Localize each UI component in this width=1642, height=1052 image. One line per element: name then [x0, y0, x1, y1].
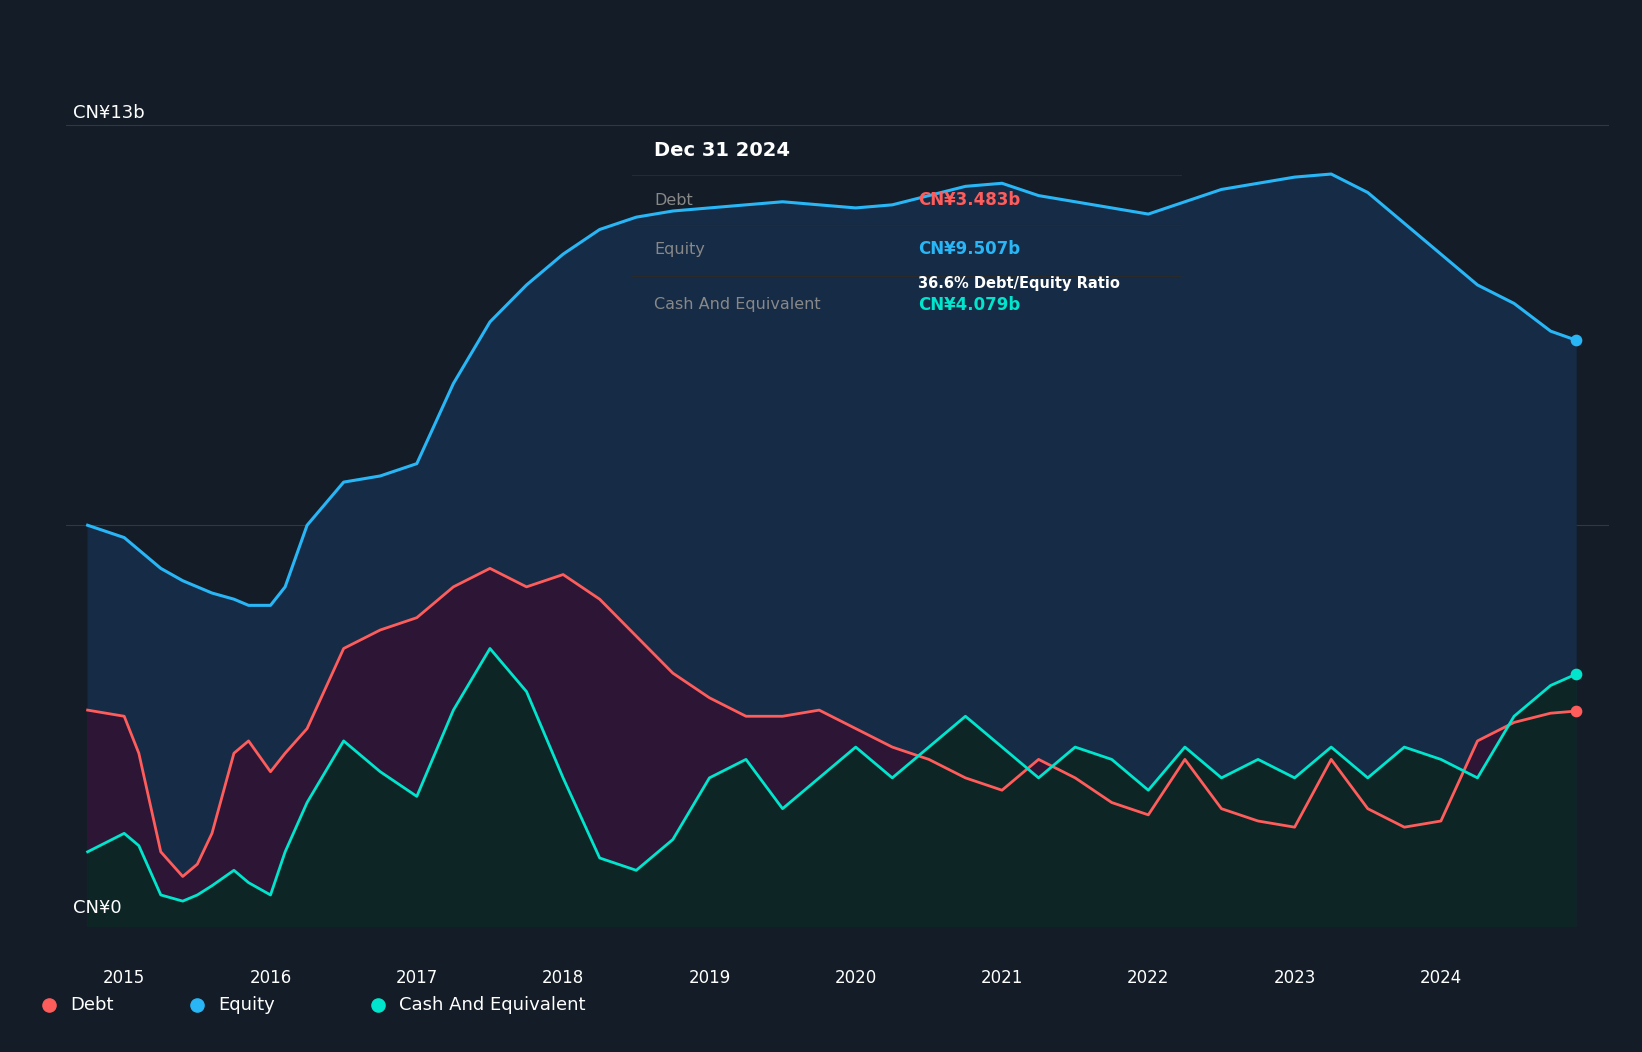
- Text: Debt: Debt: [71, 995, 113, 1014]
- Text: Cash And Equivalent: Cash And Equivalent: [654, 298, 821, 312]
- Text: 2024: 2024: [1420, 969, 1461, 987]
- Text: 36.6% Debt/Equity Ratio: 36.6% Debt/Equity Ratio: [918, 276, 1120, 291]
- Text: 2019: 2019: [688, 969, 731, 987]
- Point: [1563, 703, 1589, 720]
- Text: Equity: Equity: [218, 995, 276, 1014]
- Text: 2015: 2015: [103, 969, 146, 987]
- Point: [1563, 331, 1589, 348]
- Point: [365, 996, 391, 1013]
- Text: 2022: 2022: [1126, 969, 1169, 987]
- Text: CN¥3.483b: CN¥3.483b: [918, 191, 1020, 209]
- Text: 2021: 2021: [980, 969, 1023, 987]
- Text: 2018: 2018: [542, 969, 585, 987]
- Point: [36, 996, 62, 1013]
- Text: Debt: Debt: [654, 193, 693, 207]
- Text: 2016: 2016: [250, 969, 292, 987]
- Text: CN¥0: CN¥0: [72, 898, 122, 916]
- Text: 2017: 2017: [396, 969, 438, 987]
- Text: Dec 31 2024: Dec 31 2024: [654, 141, 790, 160]
- Text: CN¥4.079b: CN¥4.079b: [918, 296, 1020, 313]
- Text: CN¥13b: CN¥13b: [72, 104, 144, 122]
- Text: CN¥9.507b: CN¥9.507b: [918, 240, 1020, 259]
- Text: Equity: Equity: [654, 242, 704, 257]
- Text: Cash And Equivalent: Cash And Equivalent: [399, 995, 586, 1014]
- Point: [1563, 666, 1589, 683]
- Text: 2023: 2023: [1274, 969, 1315, 987]
- Point: [184, 996, 210, 1013]
- Text: 2020: 2020: [834, 969, 877, 987]
